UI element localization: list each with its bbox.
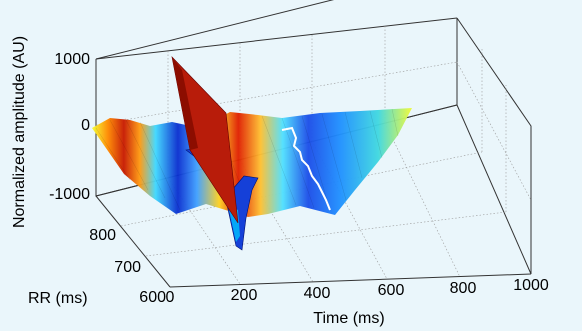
surface-body [92,108,412,217]
x-tick-label: 1000 [513,277,549,294]
x-tick-label: 200 [231,287,258,304]
x-tick-labels: 0 200 400 600 800 1000 [166,277,549,306]
grid-lines [95,26,532,285]
x-axis-label: Time (ms) [313,310,384,327]
z-axis-label: Normalized amplitude (AU) [11,36,28,228]
y-tick-label: 800 [89,227,116,244]
top-left-edge [95,0,335,60]
x-tick-label: 800 [450,280,477,297]
x-tick-label: 600 [378,282,405,299]
x-tick-label: 0 [166,289,175,306]
y-tick-labels: 800 700 600 [89,227,166,306]
z-tick-label: 1000 [54,51,90,68]
z-tick-label: 0 [81,117,90,134]
r-peak-sheet-shade [172,57,198,150]
t-wave-marker-line [281,126,331,211]
z-tick-labels: 1000 0 -1000 [49,51,90,203]
z-tick-label: -1000 [49,186,90,203]
right-wall-outline [456,17,532,275]
top-back-edge [95,17,458,60]
ecg-surface [92,56,412,251]
floor-left-edge [95,195,171,288]
floor-front-edge [169,273,532,288]
x-tick-label: 400 [304,285,331,302]
y-tick-label: 700 [114,259,141,276]
y-tick-label: 600 [139,289,166,306]
y-axis-label: RR (ms) [28,290,88,307]
